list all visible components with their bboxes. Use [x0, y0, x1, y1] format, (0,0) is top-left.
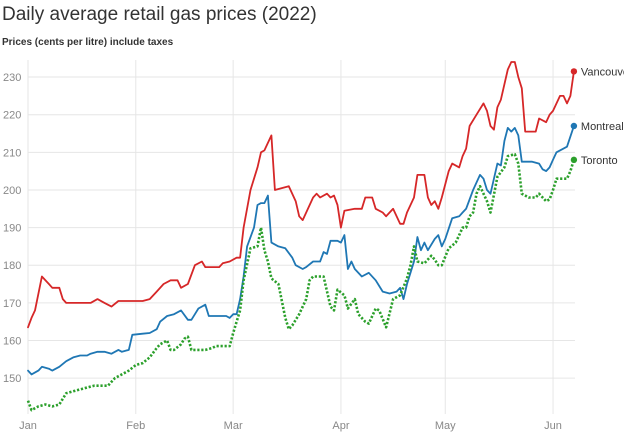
y-tick-label: 220 [3, 110, 21, 122]
series-label-vancouver: Vancouver [581, 66, 624, 78]
y-tick-label: 190 [3, 223, 21, 235]
series-end-marker-toronto [570, 156, 578, 164]
y-tick-label: 180 [3, 260, 21, 272]
x-tick-label: Jun [544, 420, 562, 432]
series-label-toronto: Toronto [581, 155, 618, 167]
y-tick-label: 170 [3, 298, 21, 310]
chart-title: Daily average retail gas prices (2022) [2, 4, 317, 25]
chart-subtitle: Prices (cents per litre) include taxes [2, 37, 174, 48]
x-tick-label: Mar [224, 420, 243, 432]
series-label-montreal: Montreal [581, 121, 624, 133]
y-tick-label: 160 [3, 335, 21, 347]
y-tick-label: 150 [3, 373, 21, 385]
y-tick-label: 210 [3, 147, 21, 159]
series-line-toronto [26, 152, 576, 412]
series-line-montreal [27, 125, 575, 376]
y-tick-label: 200 [3, 185, 21, 197]
x-tick-label: May [435, 420, 456, 432]
x-tick-label: Apr [332, 420, 349, 432]
x-tick-label: Jan [19, 420, 37, 432]
series-end-marker-vancouver [570, 68, 578, 75]
y-tick-label: 230 [3, 72, 21, 84]
x-tick-label: Feb [126, 420, 145, 432]
series-end-marker-montreal [570, 122, 578, 130]
series-line-vancouver [27, 61, 575, 329]
